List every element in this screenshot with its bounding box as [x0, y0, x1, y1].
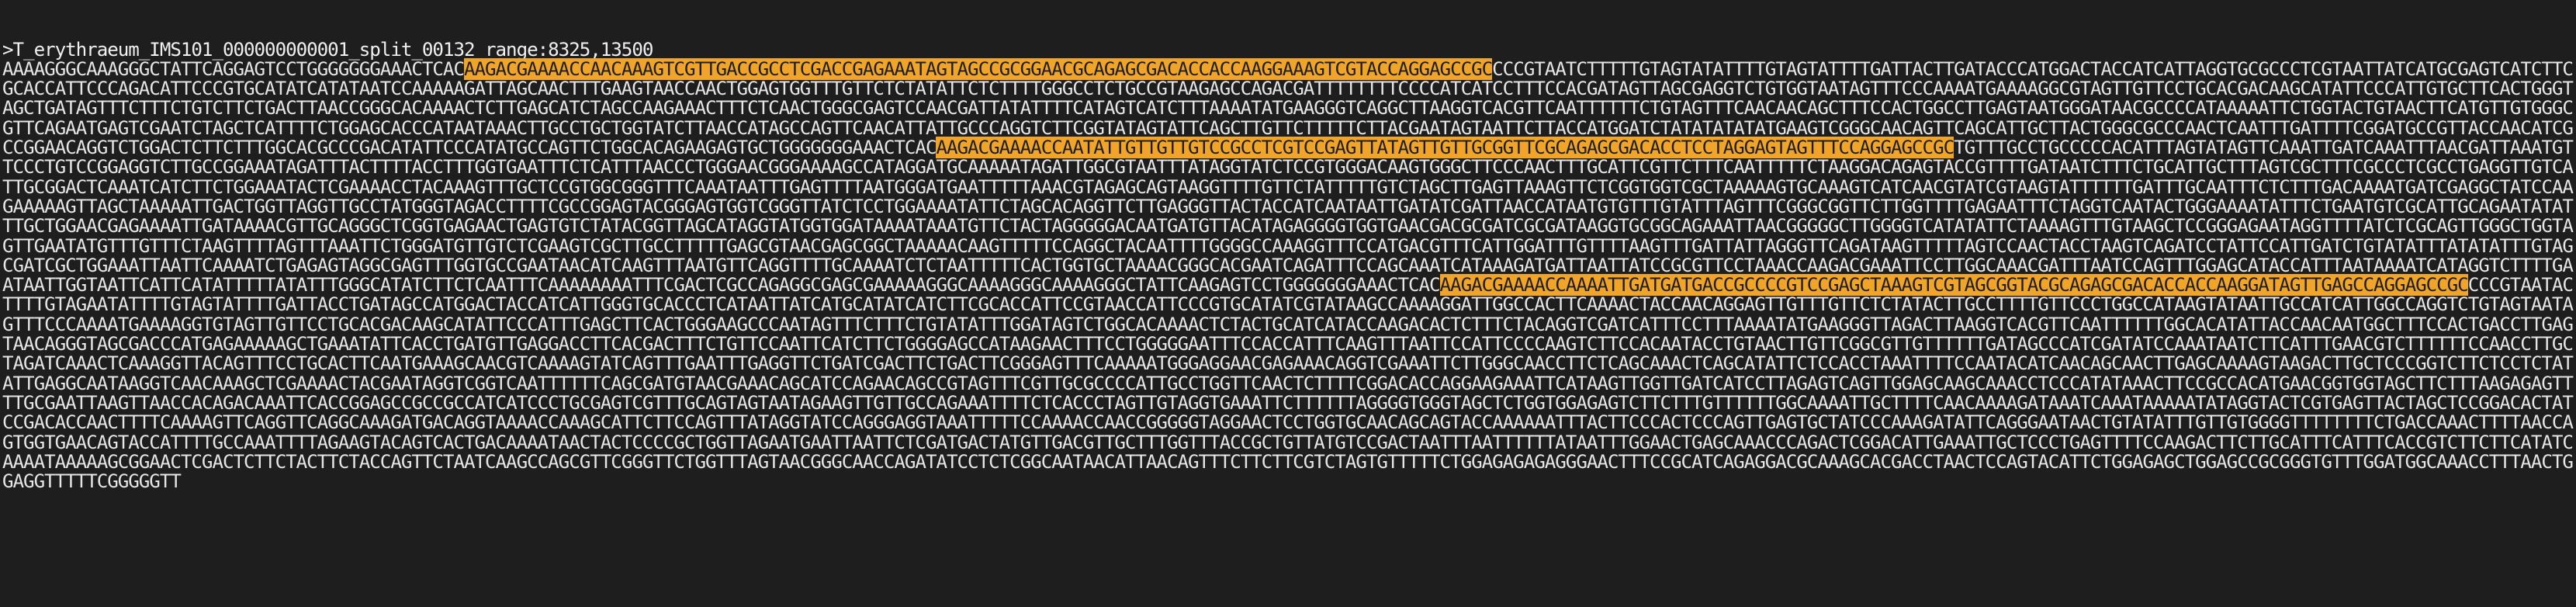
sequence-text: AAAAGGGCAAAGGGCTATTCAGGAGTCCTGGGGGGGAAAC…	[2, 57, 465, 80]
sequence-text: TGTTTGCCTGCCCCCACATTTAGTATAGTTCAAATTGATC…	[2, 137, 2574, 297]
sequence-header: >T_erythraeum_IMS101_000000000001_split_…	[2, 38, 653, 61]
sequence-body[interactable]: AAAAGGGCAAAGGGCTATTCAGGAGTCCTGGGGGGGAAAC…	[2, 57, 2575, 493]
highlighted-motif-region: AAGACGAAAACCAATATTGTTGTTGTCCGCCTCGTCCGAG…	[936, 137, 1955, 159]
highlighted-motif-region: AAGACGAAAACCAAAATTGATGATGACCGCCCCGTCCGAG…	[1439, 274, 2469, 297]
sequence-text: CCCGTAATACTTTTGTAGAATATTTTGTAGTATTTTGATT…	[2, 274, 2574, 493]
highlighted-motif-region: AAGACGAAAACCAACAAAGTCGTTGACCGCCTCGACCGAG…	[463, 57, 1493, 80]
sequence-text: CCCGTAATCTTTTTGTAGTATATTTTGTAGTATTTTGATT…	[2, 57, 2574, 159]
